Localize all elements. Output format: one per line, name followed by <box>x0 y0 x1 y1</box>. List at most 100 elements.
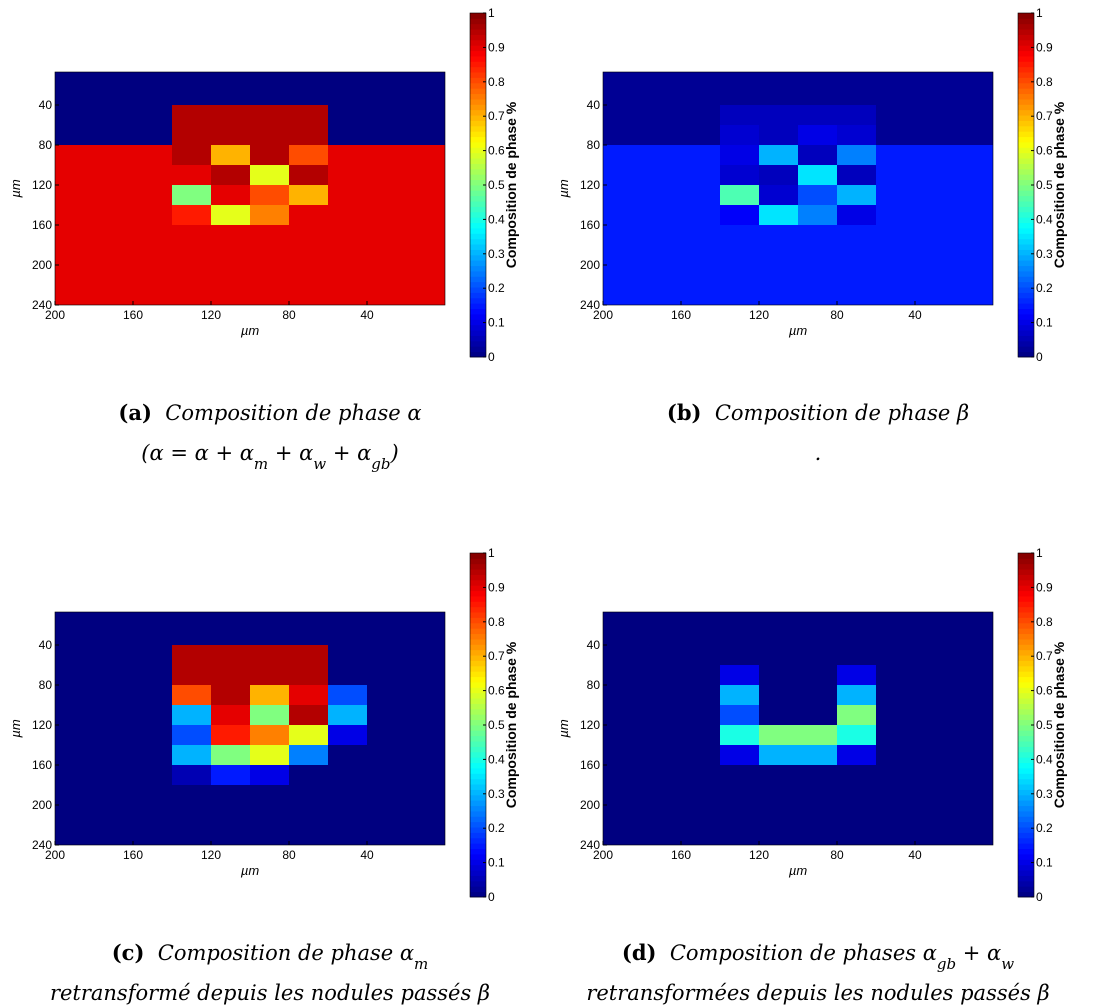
heat-cell <box>915 805 955 826</box>
colorbar-swatch <box>470 805 486 812</box>
colorbar-swatch <box>470 260 486 267</box>
heat-cell <box>367 625 407 646</box>
colorbar-swatch <box>470 891 486 898</box>
heat-cell <box>250 245 290 266</box>
heat-cell <box>367 645 407 666</box>
colorbar-swatch <box>470 886 486 893</box>
caption-label: (b) <box>667 400 702 425</box>
heat-cell <box>720 665 760 686</box>
colorbar-swatch <box>470 741 486 747</box>
heat-cell <box>133 105 173 126</box>
heat-cell <box>837 612 877 626</box>
colorbar-swatch <box>470 682 486 688</box>
heat-cell <box>876 745 916 766</box>
colorbar-swatch <box>1018 644 1034 651</box>
colorbar-swatch <box>470 168 486 175</box>
heat-cell <box>837 105 877 126</box>
heat-cell <box>367 685 407 706</box>
heat-cell <box>211 125 251 146</box>
heat-cell <box>915 85 955 106</box>
heat-cell <box>759 825 799 845</box>
colorbar-swatch <box>470 730 486 737</box>
heat-cell <box>603 245 643 266</box>
heat-cell <box>406 765 445 786</box>
colorbar-swatch <box>470 827 486 833</box>
heat-cell <box>720 205 760 226</box>
colorbar-swatch <box>1018 211 1034 218</box>
colorbar-swatch <box>1018 281 1034 288</box>
heat-cell <box>720 625 760 646</box>
heat-cell <box>211 805 251 826</box>
y-tick-label: 160 <box>32 218 52 232</box>
x-axis-label: µm <box>241 863 259 878</box>
colorbar-swatch <box>470 719 486 726</box>
heat-cell <box>289 245 329 266</box>
colorbar-swatch <box>1018 158 1034 164</box>
heat-cell <box>289 145 329 166</box>
heat-cell <box>798 612 838 626</box>
heat-cell <box>406 285 445 305</box>
heat-cell <box>681 805 721 826</box>
y-tick-label: 40 <box>587 638 601 652</box>
heat-cell <box>759 725 799 746</box>
x-tick-label: 160 <box>671 848 691 862</box>
colorbar-swatch <box>1018 590 1034 597</box>
colorbar-swatch <box>1018 228 1034 234</box>
heat-cell <box>406 625 445 646</box>
heat-cell <box>133 165 173 186</box>
colorbar-swatch <box>1018 778 1034 785</box>
heat-cell <box>798 245 838 266</box>
colorbar-swatch <box>1018 109 1034 116</box>
heat-cell <box>681 725 721 746</box>
colorbar-tick-label: 1 <box>488 6 495 20</box>
heat-cell <box>798 625 838 646</box>
heat-cell <box>406 785 445 806</box>
heat-cell <box>759 145 799 166</box>
heat-cell <box>55 85 95 106</box>
colorbar-swatch <box>1018 676 1034 683</box>
colorbar-swatch <box>470 238 486 245</box>
colorbar-tick-label: 1 <box>1036 546 1043 560</box>
caption-label: (d) <box>622 940 657 965</box>
heat-cell <box>211 185 251 206</box>
colorbar-swatch <box>1018 870 1034 876</box>
heat-cell <box>250 625 290 646</box>
colorbar-tick-label: 0.4 <box>488 752 505 766</box>
heat-cell <box>798 285 838 305</box>
heat-cell <box>94 225 134 246</box>
heat-cell <box>172 205 212 226</box>
heat-cell <box>954 105 993 126</box>
heat-cell <box>603 612 643 626</box>
colorbar-swatch <box>1018 789 1034 796</box>
heat-cell <box>915 72 955 86</box>
colorbar-swatch <box>1018 152 1034 159</box>
heat-cell <box>211 825 251 845</box>
colorbar-swatch <box>470 590 486 597</box>
heat-cell <box>915 105 955 126</box>
heat-cell <box>642 165 682 186</box>
x-tick-label: 160 <box>123 308 143 322</box>
heat-cell <box>681 165 721 186</box>
heat-cell <box>94 665 134 686</box>
heat-cell <box>406 265 445 286</box>
heat-cell <box>915 125 955 146</box>
heat-cell <box>837 785 877 806</box>
heat-cell <box>328 165 368 186</box>
colorbar-swatch <box>1018 617 1034 624</box>
heat-cell <box>681 245 721 266</box>
heat-cell <box>133 705 173 726</box>
colorbar-swatch <box>470 746 486 753</box>
heat-cell <box>720 265 760 286</box>
colorbar-swatch <box>1018 875 1034 882</box>
heat-cell <box>759 165 799 186</box>
heat-cell <box>681 825 721 845</box>
heat-cell <box>954 665 993 686</box>
colorbar-tick-label: 0 <box>488 890 495 904</box>
colorbar-swatch <box>470 596 486 602</box>
colorbar-swatch <box>1018 34 1034 41</box>
heat-cell <box>798 265 838 286</box>
heat-cell <box>289 645 329 666</box>
colorbar-swatch <box>1018 335 1034 342</box>
heat-cell <box>681 745 721 766</box>
